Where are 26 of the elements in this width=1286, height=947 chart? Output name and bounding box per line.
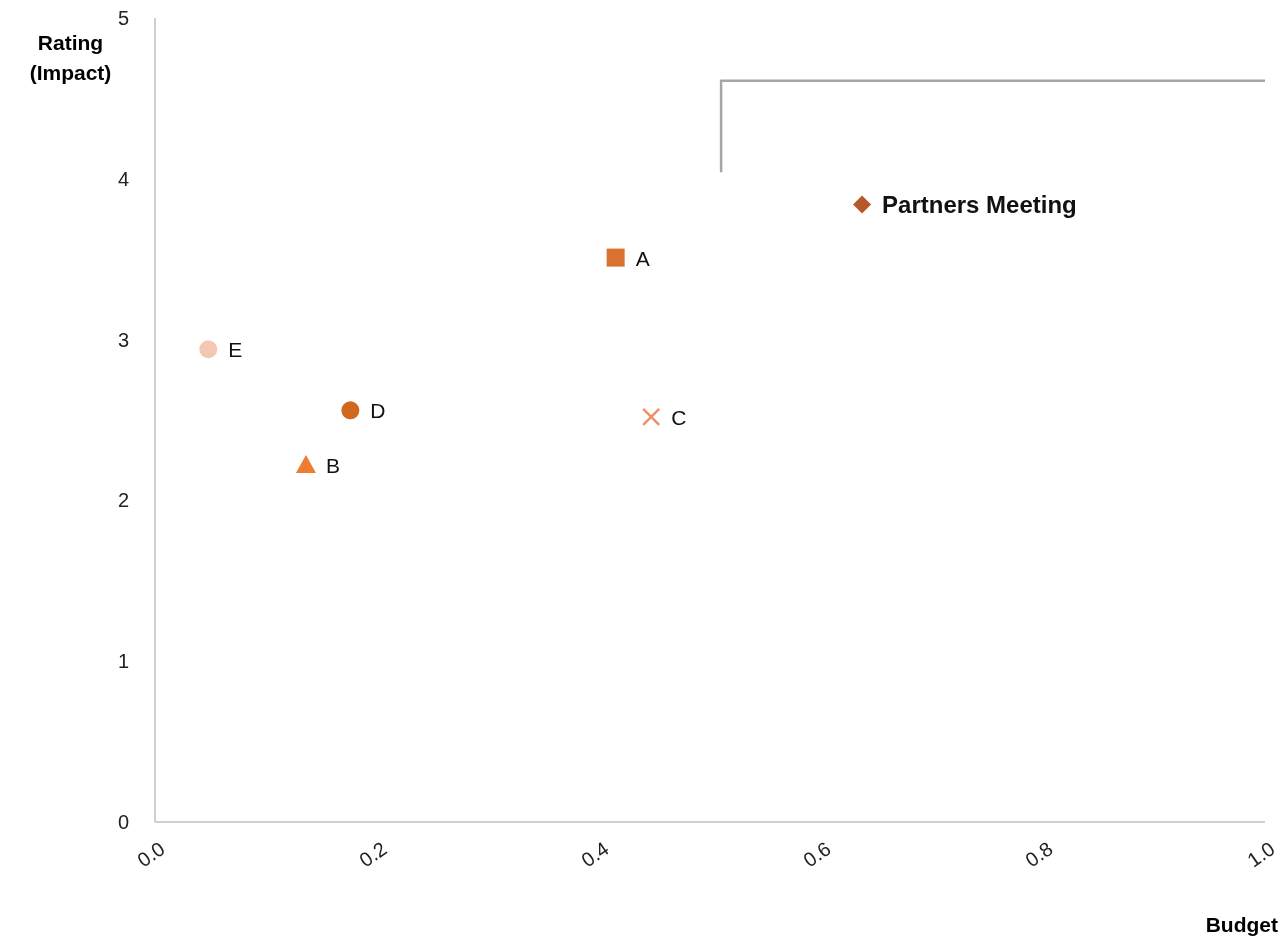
series-label: C: [671, 405, 687, 429]
series-label: E: [228, 338, 243, 362]
series-label: A: [635, 246, 650, 270]
x-tick-label: 0.2: [355, 837, 391, 872]
series-label: D: [370, 399, 386, 423]
y-tick-label: 4: [117, 167, 129, 190]
point: [199, 340, 218, 359]
y-tick-label: 0: [117, 811, 129, 833]
y-axis-title: Rating (Impact): [28, 30, 113, 86]
x-tick-label: 0.0: [133, 837, 169, 872]
series-label: B: [325, 454, 340, 478]
series-label: Partners Meeting: [882, 190, 1077, 218]
x-tick-label: 1.0: [1243, 837, 1279, 872]
point: [606, 248, 625, 267]
y-tick-label: 1: [117, 650, 129, 673]
point: [341, 401, 360, 420]
x-tick-label: 0.4: [577, 837, 613, 872]
y-tick-label: 5: [117, 7, 129, 29]
x-tick-label: 0.6: [799, 837, 835, 872]
y-tick-label: 3: [117, 328, 129, 351]
x-axis-title: Budget: [1205, 913, 1278, 937]
point: [853, 195, 872, 214]
point: [295, 455, 316, 474]
y-tick-label: 2: [117, 489, 129, 512]
x-tick-label: 0.8: [1021, 837, 1057, 872]
point: [641, 407, 661, 427]
